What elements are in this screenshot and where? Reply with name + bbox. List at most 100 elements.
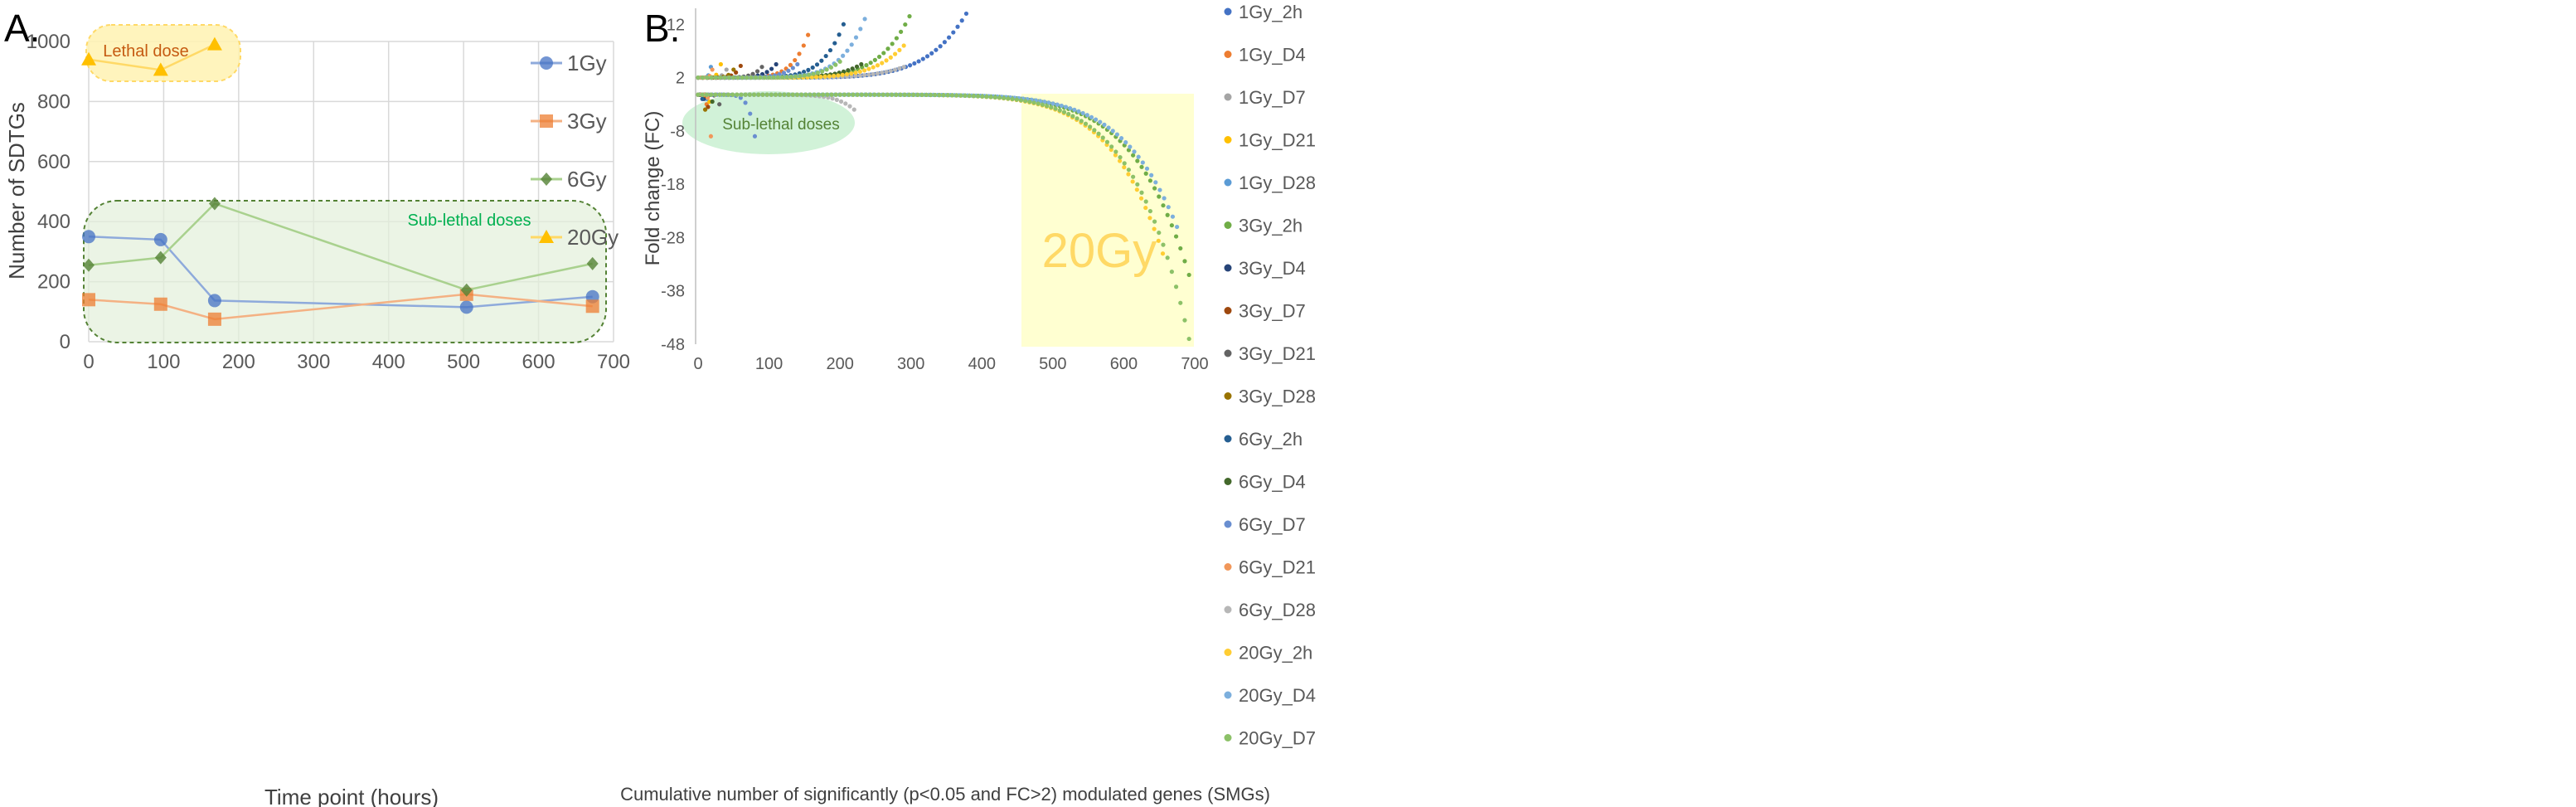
point-up-20gy-d7: [700, 75, 705, 80]
point-up-20gy-d7: [780, 75, 785, 80]
point-down-20gy-d7: [812, 92, 817, 97]
point-3gy: [207, 312, 221, 326]
point-up-20gy-d7: [798, 74, 803, 79]
point-down-20gy-d4: [1068, 105, 1073, 111]
legend-item-1gy-d7: 1Gy_D7: [1224, 87, 1306, 108]
point-up-6gy-2h: [837, 32, 842, 37]
point-down-6gy-2h: [700, 96, 705, 101]
point-down-3gy-2h: [1173, 234, 1179, 239]
point-down-20gy-d7: [859, 92, 864, 97]
panel-a-x-tick-label: 500: [447, 351, 480, 373]
point-down-20gy-d4: [1106, 125, 1111, 130]
sub-lethal-doses-ellipse: [682, 91, 855, 154]
legend-marker: [1224, 51, 1232, 58]
point-up-3gy-d28: [731, 67, 736, 72]
point-up-20gy-d7: [833, 62, 838, 67]
point-up-20gy-d7: [771, 75, 776, 80]
legend-label: 1Gy_D4: [1239, 45, 1306, 66]
point-down-20gy-d7: [863, 92, 869, 97]
point-down-20gy-d7: [847, 92, 851, 97]
legend-label: 20Gy_2h: [1239, 643, 1312, 664]
point-down-20gy-d4: [1132, 149, 1137, 154]
legend-marker: [1224, 221, 1232, 229]
point-20gy: [81, 51, 96, 66]
panel-a-y-tick-label: 400: [37, 211, 70, 233]
point-up-20gy-2h: [840, 72, 845, 77]
point-up-20gy-d4: [849, 42, 854, 47]
point-down-20gy-d7: [778, 92, 783, 97]
point-3gy: [82, 293, 95, 307]
panel-a-y-tick-label: 1000: [27, 31, 70, 53]
point-up-20gy-2h: [897, 47, 902, 52]
legend-item-3gy-d21: 3Gy_D21: [1224, 343, 1316, 364]
panel-b-x-tick-label: 100: [755, 355, 783, 373]
point-up-20gy-2h: [836, 73, 841, 78]
point-up-6gy-2h: [810, 65, 815, 70]
legend-item-1gy: 1Gy: [531, 51, 607, 75]
legend-label: 3Gy_D4: [1239, 258, 1306, 279]
legend-item-6gy-2h: 6Gy_2h: [1224, 429, 1303, 450]
point-down-20gy-d7: [782, 92, 787, 97]
point-up-20gy-d7: [766, 75, 772, 80]
point-up-1gy-2h: [924, 54, 930, 59]
point-down-3gy-2h: [1147, 178, 1153, 183]
point-up-6gy-d28: [897, 66, 902, 71]
lethal-dose-region: [85, 24, 241, 82]
point-up-20gy-d4: [858, 27, 863, 32]
point-up-6gy-2h: [806, 67, 811, 72]
point-up-20gy-d7: [731, 75, 736, 80]
point-down-20gy-d7: [971, 94, 977, 99]
point-down-20gy-d7: [756, 92, 761, 97]
legend-label: 6Gy_D21: [1239, 557, 1316, 578]
point-down-20gy-d7: [876, 92, 881, 97]
point-down-3gy-2h: [1135, 158, 1140, 163]
point-up-20gy-2h: [884, 58, 889, 63]
point-up-6gy-d28: [875, 71, 880, 76]
point-20gy: [153, 62, 168, 76]
point-down-20gy-d4: [1136, 154, 1141, 159]
point-down-20gy-d7: [1178, 300, 1183, 305]
point-up-1gy-d7: [724, 67, 729, 72]
panel-a-y-axis-label: Number of SDTGs: [4, 102, 29, 280]
legend-item-3gy-d4: 3Gy_D4: [1224, 258, 1306, 279]
point-up-20gy-d7: [820, 69, 825, 74]
point-down-20gy-d7: [1118, 155, 1123, 160]
point-down-20gy-d7: [894, 92, 899, 97]
point-down-20gy-d7: [1049, 105, 1054, 109]
series-20gy-d7: [696, 59, 1191, 342]
point-down-20gy-d7: [997, 95, 1002, 100]
point-down-20gy-d7: [1006, 96, 1011, 101]
point-up-6gy-d28: [871, 71, 876, 77]
point-down-20gy-d7: [1157, 230, 1162, 236]
point-up-1gy-2h: [908, 63, 913, 68]
point-up-6gy-d28: [880, 70, 885, 75]
point-down-20gy-d7: [890, 92, 895, 97]
legend-label: 1Gy_2h: [1239, 2, 1303, 22]
point-down-20gy-d7: [1023, 99, 1028, 104]
legend-marker: [1224, 734, 1232, 741]
point-down-20gy-d7: [794, 92, 800, 97]
point-up-6gy-d7: [786, 68, 791, 73]
twenty-gy-region: [1021, 94, 1194, 347]
point-down-3gy-2h: [1126, 148, 1132, 153]
panel-a-y-tick-label: 0: [60, 331, 70, 353]
point-1gy: [82, 230, 95, 244]
legend-marker: [1224, 435, 1232, 443]
point-down-20gy-d7: [837, 92, 843, 97]
point-down-3gy-2h: [1152, 186, 1157, 191]
point-up-20gy-d7: [815, 70, 821, 75]
point-up-3gy-2h: [881, 51, 886, 56]
point-up-20gy-2h: [809, 75, 814, 80]
panel-a-x-tick-label: 0: [83, 351, 94, 373]
point-down-20gy-d7: [1096, 131, 1101, 136]
point-down-20gy-d7: [1186, 336, 1191, 342]
legend-item-3gy-d7: 3Gy_D7: [1224, 301, 1306, 322]
point-up-20gy-d7: [740, 75, 745, 80]
point-6gy: [586, 256, 599, 270]
legend-label: 1Gy_D28: [1239, 173, 1316, 193]
panel-a-axes: 0 200 400 600 800 1000 0 100 200 300 400 500 600 700: [27, 31, 630, 373]
point-up-3gy-2h: [903, 22, 908, 27]
point-up-6gy-d28: [857, 73, 862, 78]
panel-b-x-tick-label: 600: [1110, 355, 1138, 373]
panel-a-x-tick-label: 400: [372, 351, 405, 373]
